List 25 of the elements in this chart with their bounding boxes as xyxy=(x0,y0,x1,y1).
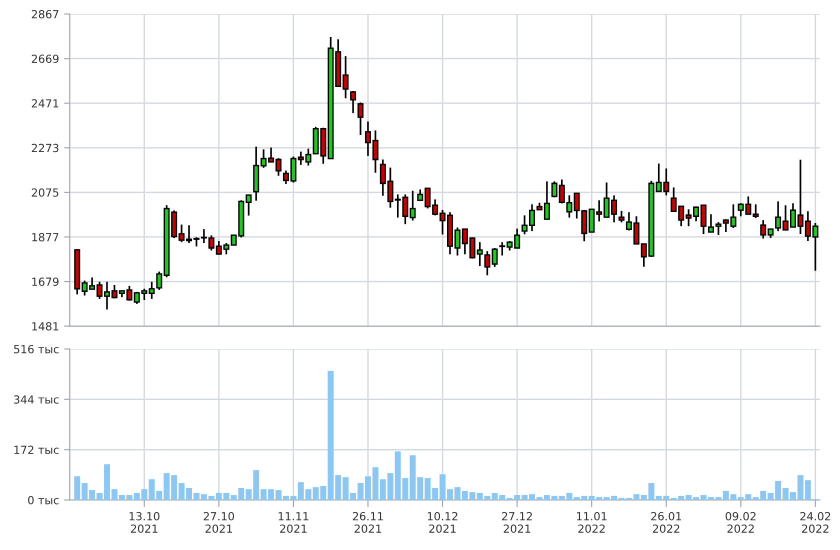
y-tick-label: 2075 xyxy=(32,188,58,197)
candlestick xyxy=(358,102,364,136)
candlestick xyxy=(618,210,625,224)
x-tick-label: 11.01 2022 xyxy=(576,512,607,533)
y-tick-label: 516 тыс xyxy=(14,344,59,354)
x-tick-label: 24.02 2022 xyxy=(800,512,830,533)
candlestick xyxy=(350,90,356,114)
y-tick-label: 0 тыс xyxy=(28,496,59,504)
x-tick-label: 26.01 2022 xyxy=(651,512,682,533)
x-tick-label: 27.12 2021 xyxy=(502,512,532,533)
y-tick-label: 2867 xyxy=(32,10,58,18)
x-tick-label: 09.02 2022 xyxy=(726,512,756,533)
x-tick-label: 10.12 2021 xyxy=(428,512,458,533)
x-tick-label: 26.11 2021 xyxy=(352,512,383,533)
y-tick-label: 172 тыс xyxy=(14,446,59,454)
y-tick-label: 2273 xyxy=(32,144,58,152)
y-tick-label: 2471 xyxy=(32,99,58,108)
y-tick-label: 344 тыс xyxy=(14,395,59,404)
y-tick-label: 1877 xyxy=(32,232,58,242)
y-tick-label: 2669 xyxy=(32,54,59,63)
y-tick-label: 1679 xyxy=(32,278,59,286)
x-tick-label: 13.10 2021 xyxy=(130,512,160,533)
y-tick-label: 1481 xyxy=(32,322,58,331)
x-tick-label: 11.11 2021 xyxy=(278,512,308,533)
x-tick-label: 27.10 2021 xyxy=(204,512,234,533)
